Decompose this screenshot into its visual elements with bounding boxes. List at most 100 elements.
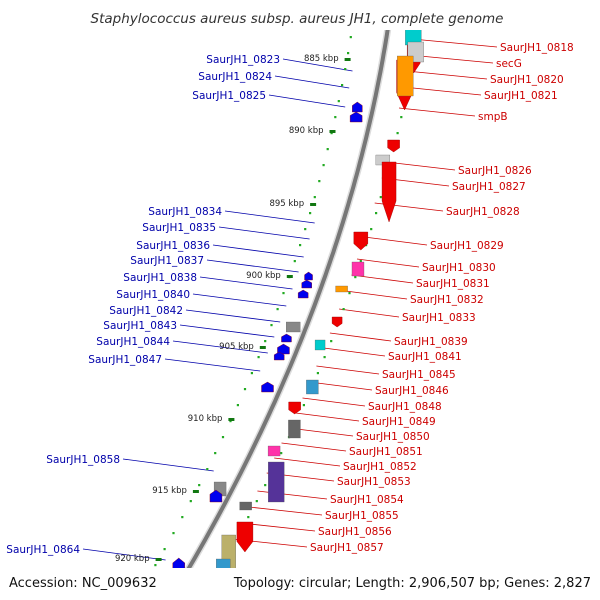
kbp-label: 890 kbp (289, 126, 324, 136)
connector-line (310, 382, 373, 390)
position-dot (341, 84, 343, 86)
kbp-tick (260, 346, 266, 349)
connector-line (123, 459, 214, 471)
connector-line (257, 491, 327, 499)
forward-gene-label: SaurJH1_0851 (349, 446, 423, 458)
position-dot (214, 452, 216, 454)
position-dot (258, 356, 260, 358)
reverse-gene-label: SaurJH1_0840 (116, 289, 190, 301)
accession-text: Accession: NC_009632 (9, 576, 157, 591)
connector-line (186, 310, 280, 322)
forward-gene-label: SaurJH1_0849 (362, 416, 436, 428)
forward-gene-label: SaurJH1_0820 (490, 74, 564, 86)
connector-line (352, 275, 414, 283)
position-dot (380, 196, 382, 198)
position-dot (164, 548, 166, 550)
connector-line (303, 398, 366, 406)
forward-gene-label: SaurJH1_0831 (416, 278, 490, 290)
forward-gene-label: SaurJH1_0826 (458, 165, 532, 177)
connector-line (180, 325, 274, 337)
forward-gene (388, 140, 400, 152)
reverse-gene (305, 272, 313, 280)
connector-line (213, 245, 304, 257)
reverse-gene (350, 112, 362, 122)
connector-line (346, 291, 407, 299)
connector-line (412, 39, 497, 47)
position-dot (303, 404, 305, 406)
reverse-gene (298, 290, 308, 298)
reverse-gene-label: SaurJH1_0844 (96, 336, 170, 348)
position-dot (264, 484, 266, 486)
position-dot (348, 292, 350, 294)
connector-line (399, 108, 475, 116)
reverse-gene-label: SaurJH1_0837 (130, 255, 204, 267)
connector-line (269, 95, 345, 107)
position-dot (190, 500, 192, 502)
forward-gene-label: SaurJH1_0828 (446, 206, 520, 218)
kbp-tick (345, 58, 351, 61)
connector-line (386, 162, 455, 170)
kbp-label: 905 kbp (219, 342, 254, 352)
reverse-gene-label: SaurJH1_0838 (123, 272, 197, 284)
position-dot (154, 564, 156, 566)
forward-gene-label: SaurJH1_0856 (318, 526, 392, 538)
position-dot (304, 228, 306, 230)
forward-gene-block (352, 262, 364, 276)
kbp-label: 920 kbp (115, 554, 150, 564)
forward-gene-block (240, 502, 252, 510)
kbp-label: 900 kbp (246, 271, 281, 281)
forward-gene-label: SaurJH1_0854 (330, 494, 404, 506)
reverse-gene-label: SaurJH1_0847 (88, 354, 162, 366)
connector-line (275, 76, 349, 88)
reverse-gene-label: SaurJH1_0836 (136, 240, 210, 252)
reverse-gene (352, 102, 362, 112)
forward-gene-label: SaurJH1_0845 (382, 369, 456, 381)
forward-gene-label: SaurJH1_0818 (500, 42, 574, 54)
position-dot (247, 516, 249, 518)
forward-gene (354, 232, 368, 250)
forward-gene-label: SaurJH1_0839 (394, 336, 468, 348)
connector-line (296, 413, 359, 421)
position-dot (400, 116, 402, 118)
position-dot (375, 212, 377, 214)
map-title: Staphylococcus aureus subsp. aureus JH1,… (91, 11, 504, 27)
connector-line (407, 71, 488, 79)
position-dot (338, 100, 340, 102)
position-dot (334, 116, 336, 118)
forward-gene-label: SaurJH1_0852 (343, 461, 417, 473)
position-dot (327, 148, 329, 150)
position-dot (256, 500, 258, 502)
position-dot (222, 436, 224, 438)
reverse-gene-label: SaurJH1_0825 (192, 90, 266, 102)
forward-gene-block (336, 286, 348, 292)
position-dot (370, 228, 372, 230)
kbp-tick (287, 275, 293, 278)
reverse-gene (281, 334, 291, 342)
text-labels: 885 kbp890 kbp895 kbp900 kbp905 kbp910 k… (6, 9, 587, 564)
position-dot (277, 308, 279, 310)
position-dot (344, 68, 346, 70)
forward-gene-label: secG (496, 58, 522, 70)
position-dot (198, 484, 200, 486)
position-dot (343, 308, 345, 310)
position-dot (206, 468, 208, 470)
kbp-tick (156, 558, 162, 561)
position-dot (397, 132, 399, 134)
forward-gene (289, 402, 301, 414)
forward-gene-block (397, 56, 413, 96)
position-dot (270, 324, 272, 326)
position-dot (294, 260, 296, 262)
position-dot (354, 276, 356, 278)
position-dot (330, 340, 332, 342)
reverse-gene-label: SaurJH1_0842 (109, 305, 183, 317)
reverse-gene-label: SaurJH1_0834 (148, 206, 222, 218)
reverse-gene-label: SaurJH1_0858 (46, 454, 120, 466)
forward-gene-label: SaurJH1_0848 (368, 401, 442, 413)
forward-gene (382, 162, 396, 222)
position-dot (347, 52, 349, 54)
position-dot (237, 404, 239, 406)
forward-gene-label: SaurJH1_0821 (484, 90, 558, 102)
position-dot (244, 388, 246, 390)
position-dot (280, 452, 282, 454)
